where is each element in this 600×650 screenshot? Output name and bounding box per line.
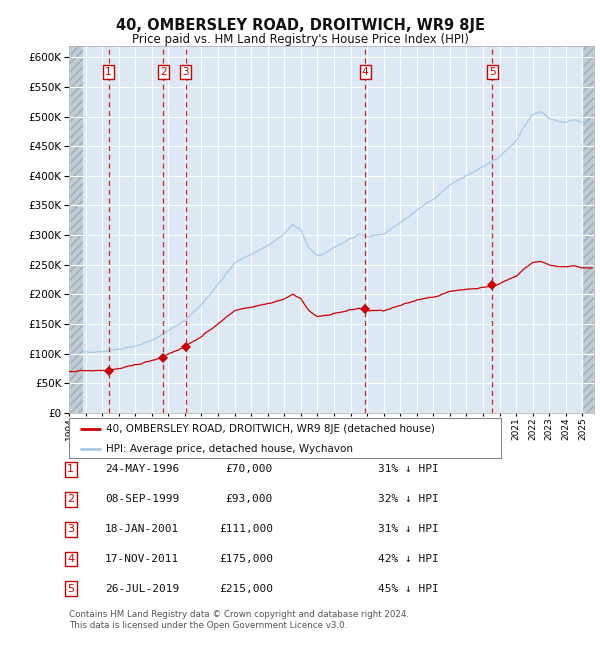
Text: £215,000: £215,000: [219, 584, 273, 594]
Text: 26-JUL-2019: 26-JUL-2019: [105, 584, 179, 594]
Text: £70,000: £70,000: [226, 464, 273, 474]
Text: 45% ↓ HPI: 45% ↓ HPI: [378, 584, 439, 594]
Text: £111,000: £111,000: [219, 524, 273, 534]
Text: 4: 4: [67, 554, 74, 564]
Text: 1: 1: [67, 464, 74, 474]
Text: £175,000: £175,000: [219, 554, 273, 564]
Bar: [69, 46, 83, 413]
Text: 3: 3: [182, 67, 189, 77]
Text: 42% ↓ HPI: 42% ↓ HPI: [378, 554, 439, 564]
Text: This data is licensed under the Open Government Licence v3.0.: This data is licensed under the Open Gov…: [69, 621, 347, 630]
Text: 5: 5: [489, 67, 496, 77]
Text: 3: 3: [67, 524, 74, 534]
Text: 24-MAY-1996: 24-MAY-1996: [105, 464, 179, 474]
Text: £93,000: £93,000: [226, 494, 273, 504]
Text: 40, OMBERSLEY ROAD, DROITWICH, WR9 8JE: 40, OMBERSLEY ROAD, DROITWICH, WR9 8JE: [115, 18, 485, 33]
Text: HPI: Average price, detached house, Wychavon: HPI: Average price, detached house, Wych…: [106, 445, 353, 454]
Text: 1: 1: [105, 67, 112, 77]
Text: 4: 4: [362, 67, 368, 77]
Text: 5: 5: [67, 584, 74, 594]
Text: Contains HM Land Registry data © Crown copyright and database right 2024.: Contains HM Land Registry data © Crown c…: [69, 610, 409, 619]
Text: 08-SEP-1999: 08-SEP-1999: [105, 494, 179, 504]
Text: 31% ↓ HPI: 31% ↓ HPI: [378, 464, 439, 474]
Text: 2: 2: [67, 494, 74, 504]
Text: 17-NOV-2011: 17-NOV-2011: [105, 554, 179, 564]
Text: 31% ↓ HPI: 31% ↓ HPI: [378, 524, 439, 534]
Text: 18-JAN-2001: 18-JAN-2001: [105, 524, 179, 534]
Text: Price paid vs. HM Land Registry's House Price Index (HPI): Price paid vs. HM Land Registry's House …: [131, 32, 469, 46]
Text: 32% ↓ HPI: 32% ↓ HPI: [378, 494, 439, 504]
Text: 40, OMBERSLEY ROAD, DROITWICH, WR9 8JE (detached house): 40, OMBERSLEY ROAD, DROITWICH, WR9 8JE (…: [106, 424, 434, 434]
Bar: [583, 46, 594, 413]
Text: 2: 2: [160, 67, 167, 77]
